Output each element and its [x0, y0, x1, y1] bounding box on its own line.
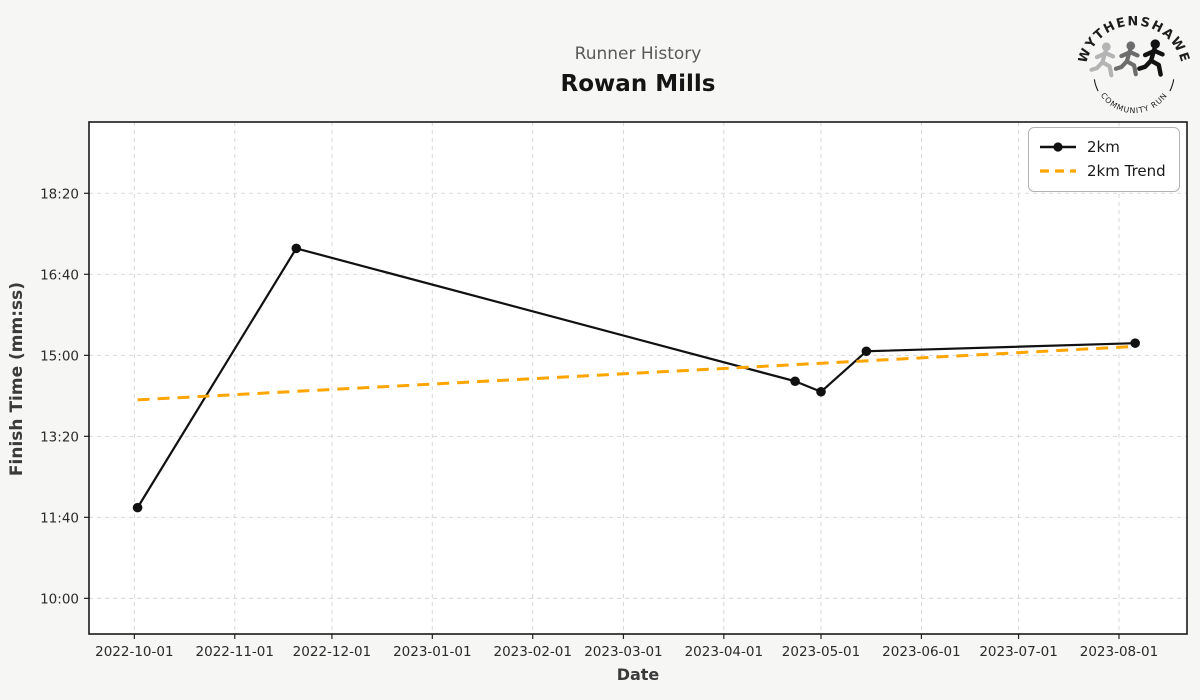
x-tick-label: 2022-10-01	[95, 644, 173, 660]
logo-bottom-text: COMMUNITY RUN	[1099, 91, 1169, 115]
plot-border	[88, 121, 1188, 635]
data-point	[790, 376, 800, 387]
series-line-2km-trend	[137, 344, 1136, 402]
data-point	[1130, 338, 1140, 348]
x-axis-label: Date	[616, 665, 660, 684]
data-point	[861, 346, 872, 357]
data-point	[291, 243, 302, 254]
x-tick-label: 2022-11-01	[196, 644, 274, 660]
y-tick-label: 10:00	[40, 591, 79, 607]
legend-item-2km: 2km	[1039, 135, 1169, 159]
x-tick-label: 2023-05-01	[782, 644, 860, 660]
x-tick-label: 2022-12-01	[293, 644, 371, 660]
x-tick-label: 2023-01-01	[393, 644, 471, 660]
legend: 2km 2km Trend	[1028, 127, 1180, 192]
logo-top-text: WYTHENSHAWE	[1078, 14, 1190, 65]
legend-item-2km-trend: 2km Trend	[1039, 159, 1169, 183]
x-tick-label: 2023-02-01	[494, 644, 572, 660]
solid-line-with-marker-icon	[1040, 142, 1076, 152]
y-tick-label: 13:20	[40, 429, 79, 445]
y-tick-label: 18:20	[40, 186, 79, 202]
x-tick-label: 2023-04-01	[685, 644, 763, 660]
x-tick-label: 2023-08-01	[1080, 644, 1158, 660]
y-axis-label: Finish Time (mm:ss)	[7, 281, 27, 477]
dashed-line-icon	[1040, 169, 1076, 173]
y-tick-label: 11:40	[40, 510, 79, 526]
plot-background	[89, 122, 1187, 634]
x-tick-label: 2023-06-01	[882, 644, 960, 660]
club-logo: WYTHENSHAWE COMMUNITY RUN	[1078, 14, 1190, 115]
runner-icon	[1139, 39, 1162, 74]
page-title: Rowan Mills	[560, 71, 716, 97]
legend-label: 2km	[1087, 138, 1120, 156]
data-point	[816, 386, 826, 397]
series-line-2km	[136, 247, 1136, 509]
runner-icon	[1116, 41, 1138, 74]
y-tick-label: 15:00	[40, 348, 79, 364]
x-tick-label: 2023-03-01	[584, 644, 662, 660]
data-point	[132, 502, 143, 513]
chart-subtitle: Runner History	[574, 44, 702, 64]
legend-label: 2km Trend	[1087, 162, 1166, 180]
x-tick-label: 2023-07-01	[979, 644, 1057, 660]
y-tick-label: 16:40	[40, 267, 79, 283]
